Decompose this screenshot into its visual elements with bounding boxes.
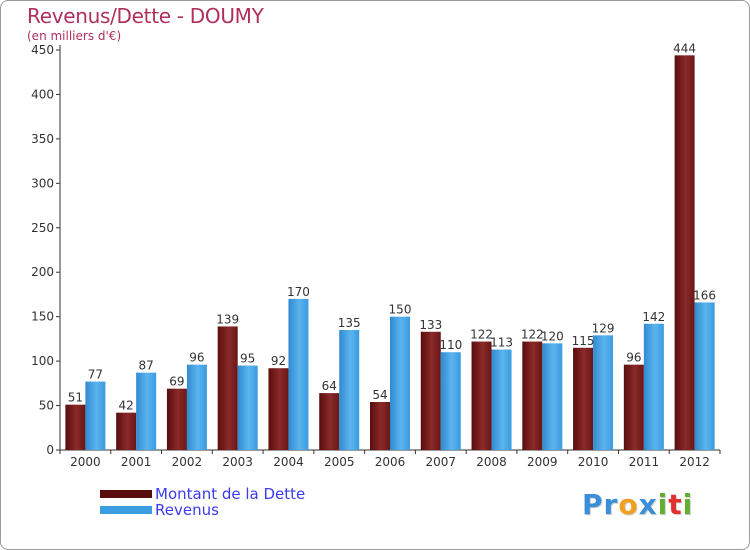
x-tick-label: 2003 bbox=[222, 455, 253, 469]
y-tick-label: 50 bbox=[39, 399, 54, 413]
data-label-debt: 122 bbox=[470, 328, 493, 342]
data-label-debt: 122 bbox=[521, 328, 544, 342]
bar-revenue bbox=[136, 372, 157, 450]
bar-debt bbox=[370, 402, 390, 450]
bar-debt bbox=[623, 364, 644, 450]
logo-letter: i bbox=[657, 488, 669, 521]
data-label-revenue: 95 bbox=[240, 352, 255, 366]
logo-letter: i bbox=[682, 488, 694, 521]
x-tick-label: 2009 bbox=[527, 455, 558, 469]
data-label-revenue: 77 bbox=[88, 368, 103, 382]
data-label-revenue: 129 bbox=[592, 321, 615, 335]
y-tick-label: 0 bbox=[46, 443, 54, 457]
y-tick-label: 100 bbox=[31, 354, 54, 368]
data-label-debt: 51 bbox=[68, 391, 83, 405]
data-label-revenue: 150 bbox=[389, 303, 412, 317]
y-tick-label: 200 bbox=[31, 265, 54, 279]
logo-letter: x bbox=[638, 488, 658, 521]
logo-letter: P bbox=[582, 488, 604, 521]
bar-debt bbox=[573, 347, 594, 450]
legend-label-revenue: Revenus bbox=[155, 501, 219, 519]
bar-debt bbox=[268, 368, 289, 450]
chart-subtitle: (en milliers d'€) bbox=[27, 29, 122, 43]
bar-revenue bbox=[186, 364, 207, 450]
x-tick-label: 2007 bbox=[425, 455, 456, 469]
y-tick-label: 150 bbox=[31, 310, 54, 324]
y-tick-label: 300 bbox=[31, 176, 54, 190]
data-label-revenue: 87 bbox=[139, 359, 154, 373]
bar-debt bbox=[471, 341, 492, 450]
x-tick-label: 2006 bbox=[375, 455, 406, 469]
data-label-revenue: 166 bbox=[693, 288, 716, 302]
bar-debt bbox=[166, 388, 187, 450]
bar-revenue bbox=[288, 298, 309, 450]
bar-revenue bbox=[390, 316, 410, 450]
bar-revenue bbox=[694, 302, 715, 450]
bar-revenue bbox=[542, 343, 563, 450]
data-label-debt: 444 bbox=[673, 41, 696, 55]
bar-debt bbox=[217, 326, 238, 450]
legend-swatch-revenue bbox=[100, 506, 152, 514]
bar-revenue bbox=[237, 365, 258, 450]
x-tick-label: 2005 bbox=[324, 455, 355, 469]
bar-debt bbox=[522, 341, 543, 450]
logo-letter: o bbox=[618, 488, 639, 521]
data-label-revenue: 110 bbox=[439, 338, 462, 352]
bar-debt bbox=[116, 412, 137, 450]
bar-revenue bbox=[643, 323, 664, 450]
y-tick-label: 250 bbox=[31, 221, 54, 235]
x-tick-label: 2011 bbox=[629, 455, 660, 469]
logo-letter: t bbox=[668, 488, 683, 521]
x-tick-label: 2012 bbox=[679, 455, 710, 469]
bar-revenue bbox=[491, 349, 512, 450]
legend-swatch-debt bbox=[100, 490, 152, 498]
data-label-debt: 42 bbox=[119, 399, 134, 413]
data-label-debt: 96 bbox=[626, 351, 641, 365]
data-label-revenue: 96 bbox=[189, 351, 204, 365]
data-label-debt: 92 bbox=[271, 354, 286, 368]
x-tick-label: 2010 bbox=[578, 455, 609, 469]
x-tick-label: 2000 bbox=[70, 455, 101, 469]
chart-title: Revenus/Dette - DOUMY bbox=[27, 4, 264, 28]
bar-debt bbox=[319, 393, 340, 450]
bar-debt bbox=[674, 55, 695, 450]
data-label-debt: 69 bbox=[169, 375, 184, 389]
data-label-revenue: 135 bbox=[338, 316, 361, 330]
data-label-revenue: 142 bbox=[642, 310, 665, 324]
legend-label-debt: Montant de la Dette bbox=[155, 485, 306, 503]
bar-revenue bbox=[339, 330, 360, 450]
bar-debt bbox=[420, 331, 441, 450]
data-label-debt: 115 bbox=[572, 334, 595, 348]
y-tick-label: 350 bbox=[31, 132, 54, 146]
x-tick-label: 2004 bbox=[273, 455, 304, 469]
y-tick-label: 450 bbox=[31, 43, 54, 57]
data-label-revenue: 120 bbox=[541, 329, 564, 343]
data-label-debt: 139 bbox=[216, 312, 239, 326]
bar-revenue bbox=[85, 381, 106, 450]
data-label-debt: 64 bbox=[322, 379, 337, 393]
y-tick-label: 400 bbox=[31, 87, 54, 101]
data-label-revenue: 113 bbox=[490, 336, 513, 350]
data-label-debt: 133 bbox=[419, 318, 442, 332]
bar-revenue bbox=[593, 335, 614, 450]
data-label-debt: 54 bbox=[372, 388, 387, 402]
bar-debt bbox=[65, 404, 86, 450]
data-label-revenue: 170 bbox=[287, 285, 310, 299]
logo-letter: r bbox=[603, 488, 619, 521]
x-tick-label: 2001 bbox=[121, 455, 152, 469]
x-tick-label: 2008 bbox=[476, 455, 507, 469]
bar-revenue bbox=[440, 352, 461, 450]
proxiti-logo: Proxiti bbox=[582, 488, 693, 521]
x-tick-label: 2002 bbox=[172, 455, 203, 469]
